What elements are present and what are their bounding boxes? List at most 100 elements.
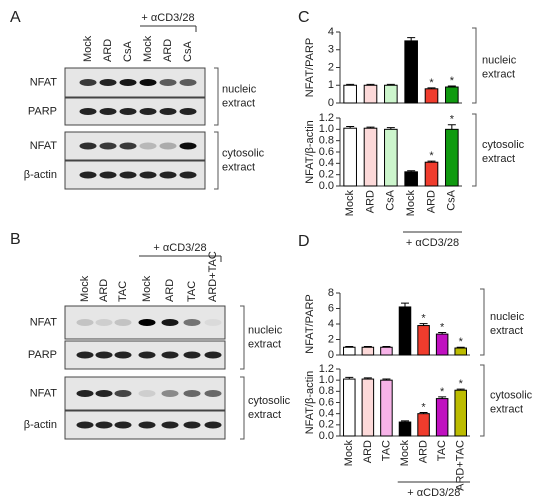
extract-label: nucleic [248, 324, 283, 336]
blot-band [119, 171, 137, 179]
blot-band [99, 142, 117, 150]
extract-label: extract [248, 409, 281, 421]
lane-label: ARD [98, 279, 110, 302]
significance-mark: * [429, 77, 434, 89]
y-tick-label: 1.2 [319, 112, 334, 124]
row-label: NFAT [30, 76, 58, 88]
bar [424, 161, 439, 187]
y-tick-label: 0.4 [319, 157, 334, 169]
error-bar [456, 388, 465, 391]
extract-label: extract [248, 338, 281, 350]
error-bar [346, 83, 355, 86]
blot-band [99, 108, 117, 115]
side-bracket [480, 364, 485, 437]
row-label: NFAT [30, 140, 58, 152]
blot-band [119, 108, 137, 115]
significance-mark: * [459, 336, 464, 348]
blot-band [95, 421, 113, 429]
side-label: extract [490, 325, 523, 337]
significance-mark: * [450, 75, 455, 87]
blot-band [161, 319, 179, 326]
blot-band [79, 79, 97, 86]
y-tick-label: 1.0 [319, 374, 334, 386]
bar [417, 413, 430, 437]
bar [398, 421, 412, 437]
y-tick-label: 6 [328, 302, 334, 314]
blot-band [183, 390, 201, 397]
x-tick-label: Mock [399, 440, 411, 467]
extract-label: cytosolic [248, 395, 291, 407]
blot-band [139, 171, 157, 179]
blot-band [204, 351, 222, 359]
blot-band [179, 142, 197, 150]
y-tick-label: 4 [328, 318, 334, 330]
row-label: PARP [28, 349, 57, 361]
error-bar [419, 323, 428, 326]
error-bar [407, 37, 416, 41]
blot-band [161, 351, 179, 359]
blot-band [179, 108, 197, 115]
blot-band [159, 171, 177, 179]
y-tick-label: 1.2 [319, 363, 334, 375]
y-tick-label: 0.8 [319, 385, 334, 397]
bar [343, 84, 357, 104]
row-label: β-actin [24, 419, 57, 431]
side-bracket [472, 27, 477, 104]
y-tick-label: 0.2 [319, 419, 334, 431]
blot-band [161, 390, 179, 397]
x-tick-label: CsA [446, 189, 458, 210]
error-bar [419, 412, 428, 414]
blot-band [183, 319, 201, 326]
lane-label: CsA [122, 41, 134, 62]
blot-band [95, 319, 113, 326]
error-bar [438, 332, 447, 335]
error-bar [401, 302, 409, 307]
bar [404, 40, 418, 104]
lane-label: TAC [186, 281, 198, 302]
lane-label: ARD [102, 39, 114, 62]
blot-band [204, 319, 222, 326]
bar [343, 378, 356, 437]
extract-label: extract [222, 97, 255, 109]
blot-band [183, 421, 201, 429]
side-label: extract [482, 68, 515, 80]
blot-band [114, 421, 132, 429]
lane-label: Mock [142, 35, 154, 62]
y-tick-label: 0.8 [319, 135, 334, 147]
lane-label: TAC [117, 281, 129, 302]
significance-mark: * [421, 401, 426, 413]
blot-band [119, 79, 137, 86]
side-label: cytosolic [490, 389, 533, 401]
error-bar [345, 376, 354, 380]
lane-label: ARD [164, 279, 176, 302]
row-label: NFAT [30, 316, 58, 328]
error-bar [386, 83, 395, 86]
blot-band [76, 351, 94, 359]
blot-band [204, 390, 222, 397]
error-bar [366, 126, 375, 129]
x-tick-label: ARD [417, 440, 429, 463]
panel-letter: C [298, 9, 310, 26]
treatment-label: + αCD3/28 [153, 242, 206, 254]
side-label: nucleic [490, 311, 525, 323]
error-bar [363, 345, 372, 348]
side-label: extract [482, 153, 515, 165]
blot-band [138, 319, 156, 326]
bar [445, 128, 459, 187]
x-tick-label: CsA [385, 189, 397, 210]
bar [343, 127, 357, 187]
blot-band [159, 108, 177, 115]
panel-letter: D [298, 233, 310, 250]
error-bar [447, 124, 456, 130]
error-bar [407, 170, 416, 172]
blot-band [76, 390, 94, 397]
y-tick-label: 0.0 [319, 430, 334, 442]
error-bar [401, 420, 409, 423]
bar [380, 379, 393, 437]
y-tick-label: 2 [328, 333, 334, 345]
blot-band [95, 390, 113, 397]
error-bar [386, 127, 395, 130]
y-axis-label: NFAT/PARP [304, 38, 316, 98]
blot-band [138, 421, 156, 429]
panel-letter: B [10, 231, 21, 248]
